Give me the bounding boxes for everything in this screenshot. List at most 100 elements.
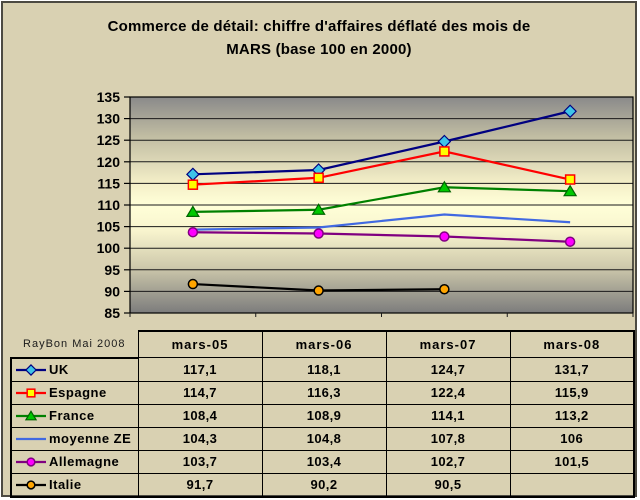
value-cell: 103,7 [137, 449, 263, 474]
legend-entry: France [13, 408, 137, 423]
italie-series-key-icon [16, 479, 46, 490]
table-corner-label: RayBon Mai 2008 [23, 337, 126, 350]
series-marker-espagne [564, 174, 576, 185]
allemagne-series-key-icon [16, 456, 46, 467]
series-label: Italie [49, 477, 82, 492]
y-tick-label: 100 [97, 240, 121, 256]
series-marker-italie [313, 285, 324, 296]
table-row: moyenne ZE 104,3 104,8 107,8 106 [10, 426, 635, 451]
value-cell: 131,7 [509, 357, 635, 382]
series-marker-espagne [187, 179, 199, 190]
table-row: Allemagne 103,7 103,4 102,7 101,5 [10, 449, 635, 474]
legend-cell: Italie [10, 472, 139, 498]
series-line-allemagne [192, 231, 571, 243]
value-cell: 101,5 [509, 449, 635, 474]
value-cell: 118,1 [261, 357, 387, 382]
value-cell: 102,7 [385, 449, 511, 474]
table-row: Espagne 114,7 116,3 122,4 115,9 [10, 380, 635, 405]
value-cell: 106 [509, 426, 635, 451]
value-cell [509, 472, 635, 498]
value-cell: 90,2 [261, 472, 387, 498]
y-tick-label: 95 [104, 262, 120, 278]
value-cell: 90,5 [385, 472, 511, 498]
column-header: mars-05 [137, 330, 263, 358]
series-marker-france [185, 205, 200, 218]
value-cell: 115,9 [509, 380, 635, 405]
series-line-espagne [192, 150, 571, 186]
value-cell: 114,7 [137, 380, 263, 405]
table-row: UK 117,1 118,1 124,7 131,7 [10, 356, 635, 382]
value-cell: 108,4 [137, 403, 263, 428]
y-tick-label: 135 [97, 89, 121, 105]
france-series-key-icon [16, 409, 46, 420]
table-header-row: RayBon Mai 2008 mars-05 mars-06 mars-07 mars… [11, 330, 635, 358]
value-cell: 122,4 [385, 380, 511, 405]
legend-cell: Espagne [10, 380, 139, 405]
value-cell: 104,3 [137, 426, 263, 451]
value-cell: 103,4 [261, 449, 387, 474]
uk-series-key-icon [16, 363, 46, 376]
y-tick-label: 130 [97, 111, 121, 127]
series-marker-espagne [313, 172, 324, 184]
value-cell: 107,8 [385, 426, 511, 451]
legend-cell: France [10, 403, 139, 428]
y-tick-label: 115 [97, 175, 120, 191]
moyenne-ze-series-key-icon [16, 437, 46, 440]
value-cell: 91,7 [137, 472, 263, 498]
line-chart: 135 130 125 120 115 110 105 100 95 90 85 [97, 89, 634, 321]
series-marker-espagne [439, 146, 450, 157]
espagne-series-key-icon [16, 387, 46, 398]
circle-marker-icon [26, 479, 36, 490]
column-header: mars-06 [261, 330, 387, 358]
value-cell: 117,1 [137, 357, 263, 382]
legend-entry: UK [13, 362, 137, 377]
series-line-uk [192, 110, 571, 176]
chart-title-line2: MARS (base 100 en 2000) [226, 41, 412, 58]
chart-title-line1: Commerce de détail: chiffre d'affaires d… [107, 18, 531, 35]
chart-title: Commerce de détail: chiffre d'affaires d… [3, 15, 635, 61]
legend-entry: Allemagne [13, 454, 137, 469]
series-marker-france [563, 184, 578, 197]
column-header: mars-07 [385, 330, 511, 358]
value-cell: 116,3 [261, 380, 387, 405]
y-tick-label: 90 [104, 283, 120, 299]
value-cell: 124,7 [385, 357, 511, 382]
y-tick-label: 105 [97, 219, 121, 235]
series-marker-uk [563, 104, 577, 119]
table-row: Italie 91,7 90,2 90,5 [10, 472, 635, 498]
series-marker-italie [187, 278, 199, 290]
legend-entry: moyenne ZE [13, 431, 137, 446]
series-label: UK [49, 362, 69, 377]
triangle-marker-icon [24, 409, 38, 420]
column-header: mars-08 [509, 330, 635, 358]
series-label: Espagne [49, 385, 107, 400]
series-label: moyenne ZE [49, 431, 132, 446]
series-line-moyenne-ze [192, 213, 571, 231]
data-table: RayBon Mai 2008 mars-05 mars-06 mars-07 mars… [10, 330, 635, 498]
series-marker-allemagne [564, 236, 576, 247]
legend-cell: UK [10, 356, 139, 382]
legend-entry: Italie [13, 477, 137, 492]
value-cell: 104,8 [261, 426, 387, 451]
series-label: France [49, 408, 95, 423]
circle-marker-icon [26, 456, 36, 467]
series-marker-france [311, 203, 326, 215]
y-tick-label: 125 [97, 132, 121, 148]
y-tick-label: 110 [97, 197, 120, 213]
series-marker-allemagne [313, 228, 324, 239]
diamond-marker-icon [25, 363, 37, 376]
legend-cell: moyenne ZE [10, 426, 139, 451]
table-row: France 108,4 108,9 114,1 113,2 [10, 403, 635, 428]
y-tick-label: 120 [97, 154, 121, 170]
legend-cell: Allemagne [10, 449, 139, 474]
series-line-france [192, 186, 571, 214]
series-marker-italie [439, 283, 450, 295]
square-marker-icon [26, 387, 36, 398]
value-cell: 108,9 [261, 403, 387, 428]
series-marker-allemagne [439, 231, 450, 242]
legend-entry: Espagne [13, 385, 137, 400]
value-cell: 114,1 [385, 403, 511, 428]
value-cell: 113,2 [509, 403, 635, 428]
